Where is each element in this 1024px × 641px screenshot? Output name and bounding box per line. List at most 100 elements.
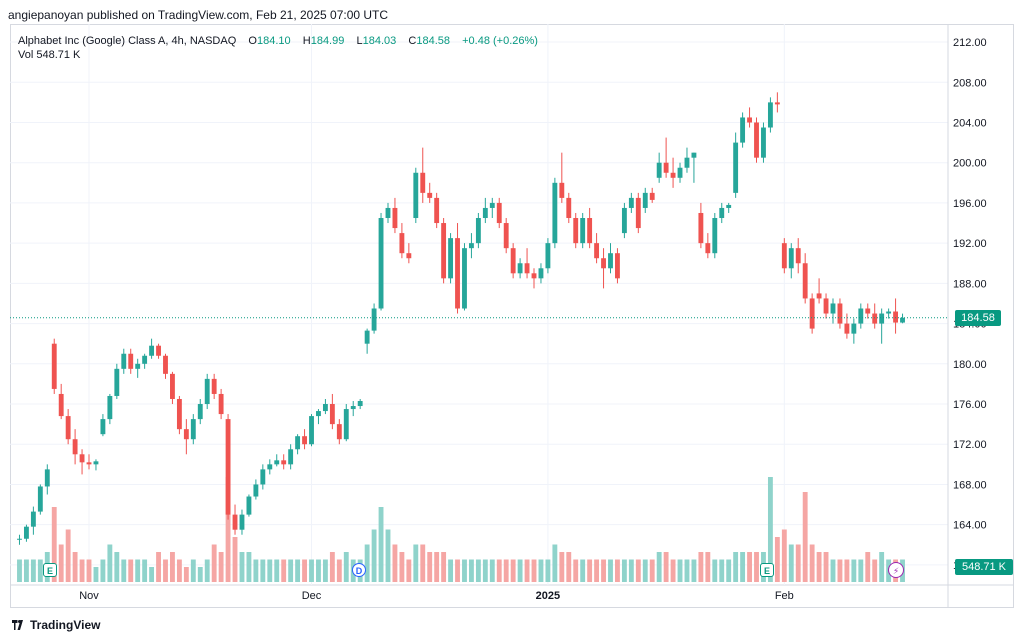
volume-bar <box>767 477 773 582</box>
volume-bar <box>343 552 349 582</box>
volume-bar <box>823 552 829 582</box>
volume-bar <box>392 544 398 582</box>
candle-body <box>621 207 627 234</box>
footer-brand[interactable]: TradingView <box>12 618 100 632</box>
volume-bar <box>851 559 857 582</box>
candle-body <box>580 218 586 244</box>
volume-bar <box>100 559 106 582</box>
earnings-marker[interactable]: E <box>760 563 774 577</box>
candle-body <box>343 409 349 440</box>
candle-body <box>79 454 85 463</box>
candle-body <box>489 202 495 208</box>
footer-brand-text: TradingView <box>30 618 101 632</box>
candle-body <box>211 378 217 394</box>
earnings-marker[interactable]: E <box>43 563 57 577</box>
volume-bar <box>837 559 843 582</box>
candle-body <box>65 416 71 440</box>
volume-bar <box>649 559 655 582</box>
candle-body <box>663 162 669 173</box>
candle-body <box>295 436 301 450</box>
volume-bar <box>719 559 725 582</box>
candle-body <box>830 303 836 314</box>
candle-body <box>635 197 641 229</box>
candle-body <box>879 313 885 324</box>
candle-body <box>44 469 50 487</box>
volume-bar <box>420 544 426 582</box>
volume-bar <box>190 559 196 582</box>
candle-body <box>781 243 787 269</box>
candle-body <box>872 313 878 324</box>
vol-label: Vol <box>18 49 34 61</box>
volume-bar <box>482 559 488 582</box>
last-volume-tag: 548.71 K <box>955 559 1013 575</box>
volume-bar <box>316 559 321 582</box>
candle-body <box>17 538 22 540</box>
candle-body <box>253 484 259 497</box>
volume-bar <box>754 552 759 582</box>
volume-bar <box>58 544 64 582</box>
volume-bar <box>399 552 405 582</box>
candle-body <box>128 353 134 369</box>
high-label: H <box>302 35 311 47</box>
volume-bar <box>79 559 85 582</box>
candle-body <box>357 401 363 407</box>
candle-body <box>601 258 606 269</box>
volume-bar <box>295 559 301 582</box>
volume-bar <box>601 559 606 582</box>
high-value: 184.99 <box>310 35 345 47</box>
x-tick-label: Dec <box>302 590 322 602</box>
volume-bar <box>246 552 252 582</box>
candle-body <box>587 218 593 244</box>
candle-body <box>322 404 328 412</box>
volume-bar <box>225 477 231 582</box>
candle-body <box>823 298 829 314</box>
volume-bar <box>267 559 273 582</box>
volume-bar <box>197 567 203 582</box>
candle-body <box>30 511 36 527</box>
y-tick-label: 172.00 <box>953 439 987 451</box>
candle-body <box>886 311 892 314</box>
candle-body <box>642 192 648 208</box>
candle-body <box>496 202 502 224</box>
candle-body <box>156 345 161 356</box>
tradingview-logo-icon <box>12 620 23 630</box>
candle-body <box>510 248 516 274</box>
volume-bar <box>302 559 307 582</box>
candle-body <box>649 192 655 200</box>
candle-body <box>274 460 280 465</box>
volume-bar <box>204 559 210 582</box>
y-tick-label: 208.00 <box>953 77 987 89</box>
candle-body <box>788 248 794 269</box>
y-tick-label: 192.00 <box>953 238 987 250</box>
volume-bar <box>260 559 266 582</box>
lightning-icon[interactable]: ⚡ <box>888 562 904 578</box>
close-value: 184.58 <box>416 35 450 47</box>
volume-bar <box>844 559 850 582</box>
dividend-marker[interactable]: D <box>352 563 366 577</box>
candle-body <box>371 308 377 331</box>
candle-body <box>350 406 356 410</box>
volume-bar <box>462 559 467 582</box>
volume-bar <box>621 559 627 582</box>
volume-bar <box>858 559 864 582</box>
open-label: O <box>248 35 257 47</box>
x-tick-label: Feb <box>775 590 794 602</box>
candle-body <box>837 303 843 324</box>
candle-body <box>121 353 127 369</box>
volume-bar <box>559 552 565 582</box>
volume-bar <box>809 544 815 582</box>
volume-bar <box>329 552 335 582</box>
candle-body <box>309 416 314 445</box>
candle-body <box>545 243 551 269</box>
volume-bar <box>587 559 593 582</box>
y-tick-label: 176.00 <box>953 399 987 411</box>
volume-bar <box>538 559 544 582</box>
chart-frame[interactable] <box>10 24 1014 608</box>
y-tick-label: 164.00 <box>953 520 987 532</box>
candle-body <box>37 486 43 512</box>
volume-bar <box>656 552 662 582</box>
y-tick-label: 168.00 <box>953 479 987 491</box>
volume-bar <box>524 559 530 582</box>
volume-bar <box>65 529 71 582</box>
